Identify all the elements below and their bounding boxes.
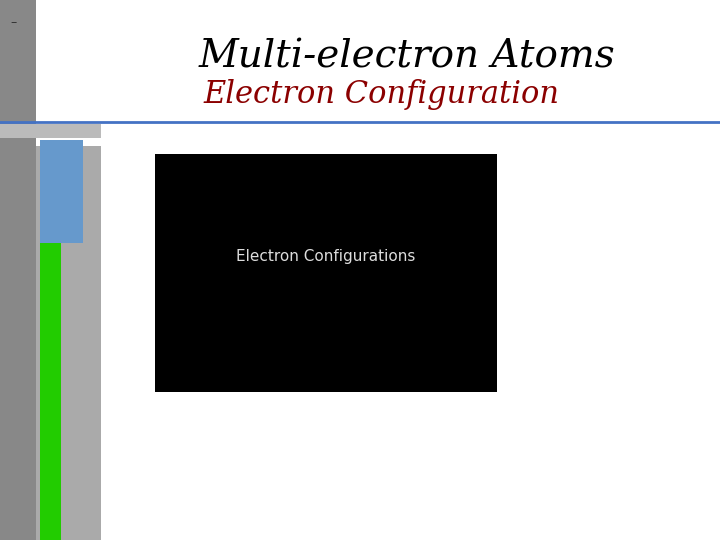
Text: Electron Configuration: Electron Configuration	[204, 79, 559, 110]
Text: Electron Configurations: Electron Configurations	[236, 248, 415, 264]
Bar	[40, 146, 61, 540]
Bar	[36, 146, 101, 540]
Bar	[0, 124, 101, 138]
Text: Multi-electron Atoms: Multi-electron Atoms	[199, 38, 615, 75]
Bar	[40, 140, 83, 243]
Text: –: –	[11, 16, 17, 29]
Bar	[155, 154, 497, 392]
Bar	[0, 0, 36, 540]
